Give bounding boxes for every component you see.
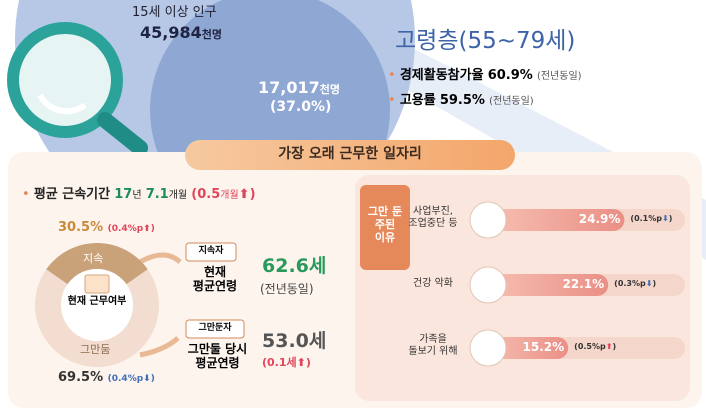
tenure: • 평균 근속기간 17년 7.1개월 (0.5개월⬆) <box>22 187 256 202</box>
age-label: 현재 평균연령 <box>192 265 238 294</box>
seg-name: 지속 <box>83 252 104 265</box>
c: ) <box>249 187 256 202</box>
stat: • 경제활동참가율 60.9% (전년동일) <box>388 68 582 83</box>
reason-icon <box>469 329 507 367</box>
v: 59.5% <box>439 93 485 108</box>
v: 60.9% <box>487 68 533 83</box>
yu: 년 <box>132 190 142 201</box>
reasons-title: 그만 둔 주된 이유 <box>367 205 403 245</box>
bar-change: (0.5%p⬆) <box>574 342 616 352</box>
l: 경제활동참가율 <box>399 68 484 83</box>
magnifier-handle <box>97 112 148 156</box>
arrow: ⬆ <box>238 187 250 202</box>
seg-value: 69.5% (0.4%p⬇) <box>58 370 155 386</box>
c: (0.1%p <box>630 214 662 223</box>
v: 17,017 <box>258 78 320 97</box>
c: (0.1세 <box>262 356 297 369</box>
age-change: (0.1세⬆) <box>262 356 311 369</box>
donut-segment <box>35 269 159 367</box>
elderly-value: 17,017천명 <box>258 78 340 97</box>
c: ) <box>150 374 155 384</box>
n: (전년동일) <box>536 71 582 82</box>
cu: 개월 <box>220 190 239 201</box>
banner <box>185 140 515 170</box>
mu: 개월 <box>168 190 188 201</box>
bar <box>480 274 609 296</box>
c: ) <box>612 342 617 351</box>
reason-icon <box>469 201 507 239</box>
reason-label: 가족을 돌보기 위해 <box>408 334 458 357</box>
arrow: ⬆ <box>605 342 613 351</box>
c: (0.4%p <box>107 374 144 384</box>
bar-value: 22.1% <box>562 277 605 291</box>
bar-value: 15.2% <box>522 340 565 354</box>
c: ) <box>150 224 155 234</box>
bar-change: (0.3%p⬇) <box>614 279 656 289</box>
tag-box <box>185 242 237 262</box>
reason-icon <box>469 266 507 304</box>
tag-box <box>185 319 245 339</box>
v: 45,984 <box>140 23 202 42</box>
l: 평균 근속기간 <box>33 187 111 202</box>
calendar-icon <box>84 274 110 294</box>
n: (전년동일) <box>489 96 534 107</box>
c: ) <box>668 214 673 223</box>
arrow <box>139 336 180 358</box>
bar <box>480 209 625 231</box>
donut-center <box>61 269 133 341</box>
reason-label: 사업부진, 조업중단 등 <box>408 206 458 229</box>
age-value: 53.0세 <box>262 330 327 352</box>
bar-change: (0.1%p⬇) <box>630 214 672 224</box>
age-change: (전년동일) <box>260 282 314 296</box>
c: (0.4%p⬆) <box>107 224 155 234</box>
v: 30.5% <box>58 220 104 235</box>
pop-value: 45,984천명 <box>140 23 222 42</box>
arrow: ⬇ <box>661 214 669 223</box>
v: 69.5% <box>58 370 104 385</box>
l: 고용률 <box>399 93 436 108</box>
c: (0.4%p <box>107 224 144 234</box>
c: (0.5 <box>191 187 221 202</box>
magnifier-shine <box>37 93 87 115</box>
tag: 지속자 <box>198 246 224 256</box>
arrow: ⬇ <box>645 279 653 288</box>
donut-segment <box>46 242 148 285</box>
banner-text: 가장 오래 근무한 일자리 <box>278 146 422 162</box>
elderly-share: (37.0%) <box>270 99 332 115</box>
age-value: 62.6세 <box>262 255 327 277</box>
title: 고령층(55~79세) <box>395 28 576 54</box>
m: 7.1 <box>145 187 169 202</box>
magnifier <box>7 22 123 138</box>
reasons-tag <box>360 185 410 270</box>
u: 천명 <box>319 83 340 96</box>
u: 천명 <box>201 28 222 41</box>
c: (0.4%p⬇) <box>107 374 155 384</box>
pop-label: 15세 이상 인구 <box>132 5 217 20</box>
reason-label: 건강 악화 <box>413 278 453 289</box>
bar-value: 24.9% <box>578 212 621 226</box>
seg-name: 그만둠 <box>80 343 111 356</box>
c: ) <box>652 279 657 288</box>
arrow <box>138 252 182 265</box>
y: 17 <box>114 187 133 202</box>
c: (0.5%p <box>574 342 606 351</box>
c: (0.3%p <box>614 279 646 288</box>
age-label: 그만둘 당시 평균연령 <box>187 342 248 371</box>
seg-value: 30.5% (0.4%p⬆) <box>58 220 155 236</box>
c: ) <box>305 356 311 369</box>
tag: 그만둔자 <box>198 323 232 333</box>
stat: • 고용률 59.5% (전년동일) <box>388 93 534 108</box>
donut-title: 현재 근무여부 <box>67 296 127 307</box>
